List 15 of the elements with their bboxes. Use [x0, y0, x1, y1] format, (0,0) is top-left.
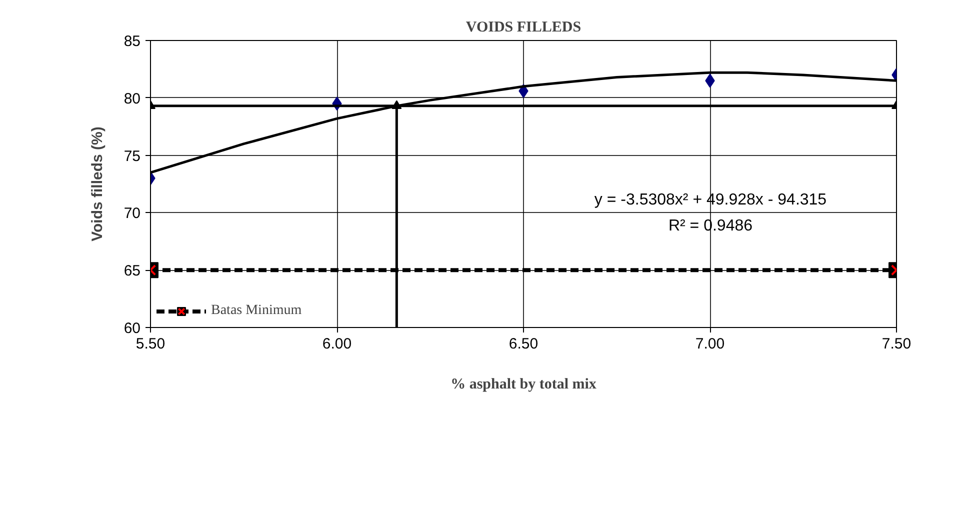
x-tick-label: 7.00	[695, 336, 725, 352]
y-tick-label: 65	[124, 262, 141, 280]
x-tick-label: 6.00	[322, 336, 352, 352]
y-axis-title: Voids filleds (%)	[88, 126, 106, 242]
x-tick-label: 7.50	[882, 336, 912, 352]
y-tick-label: 60	[124, 320, 141, 337]
y-tick-label: 85	[124, 33, 141, 50]
legend-label: Batas Minimum	[211, 303, 302, 319]
y-tick-label: 80	[124, 90, 141, 108]
y-tick-label: 70	[124, 205, 141, 222]
y-tick-label: 75	[124, 148, 141, 165]
x-axis-title: % asphalt by total mix	[450, 376, 597, 392]
x-tick-label: 5.50	[136, 336, 166, 352]
x-tick-label: 6.50	[508, 336, 538, 352]
chart-title: VOIDS FILLEDS	[466, 20, 582, 36]
